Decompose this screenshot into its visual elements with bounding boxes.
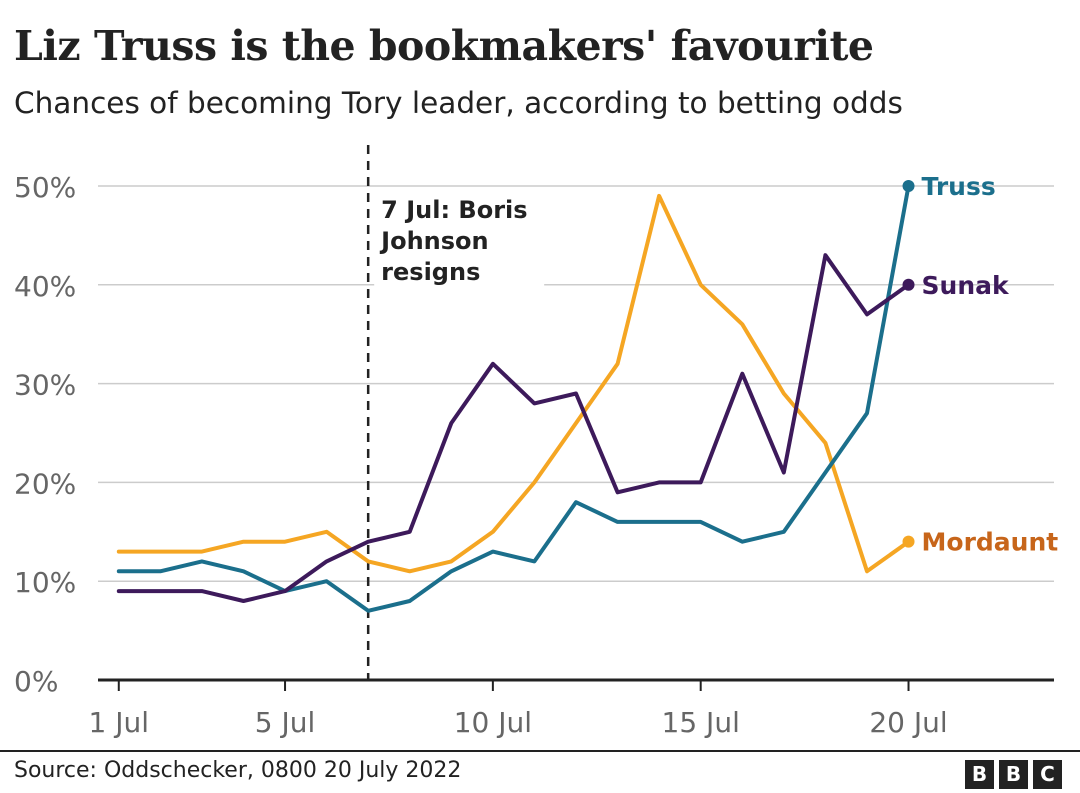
source-note: Source: Oddschecker, 0800 20 July 2022 [14,758,462,783]
series-label-sunak: Sunak [922,271,1010,300]
x-tick-label: 20 Jul [869,706,947,739]
series-line-mordaunt [116,193,911,574]
chart-title: Liz Truss is the bookmakers' favourite [14,22,874,70]
line-chart: 0% 10% 20% 30% 40% 50% 7 Jul: Boris Johnson resi… [14,145,1059,739]
x-tick-label: 15 Jul [662,706,740,739]
y-tick-label: 40% [14,270,76,303]
x-tick-label: 1 Jul [89,706,150,739]
series-line-truss [116,184,911,613]
y-tick-label: 10% [14,566,76,599]
annotation-text: Johnson [379,227,488,255]
annotation-backdrop [374,190,545,286]
annotation-text: 7 Jul: Boris [381,196,527,224]
series-label-mordaunt: Mordaunt [922,528,1059,557]
y-tick-label: 30% [14,369,76,402]
y-tick-label: 20% [14,467,76,500]
series-end-point-sunak [902,278,915,291]
series-end-point-truss [902,180,915,192]
series-end-point-mordaunt [902,535,915,548]
y-tick-label: 50% [14,171,76,204]
annotation-text: resigns [381,258,480,286]
footer-divider [0,750,1080,752]
logo-letter-c: C [1033,760,1062,789]
logo-letter-b1: B [965,760,994,789]
series-label-truss: Truss [922,172,996,201]
x-tick-label: 10 Jul [454,706,532,739]
x-tick-label: 5 Jul [255,706,316,739]
series-line-sunak [116,253,911,603]
chart-subtitle: Chances of becoming Tory leader, accordi… [14,86,903,120]
logo-letter-b2: B [999,760,1028,789]
bbc-logo: B B C [965,760,1062,789]
y-tick-label: 0% [14,665,58,698]
